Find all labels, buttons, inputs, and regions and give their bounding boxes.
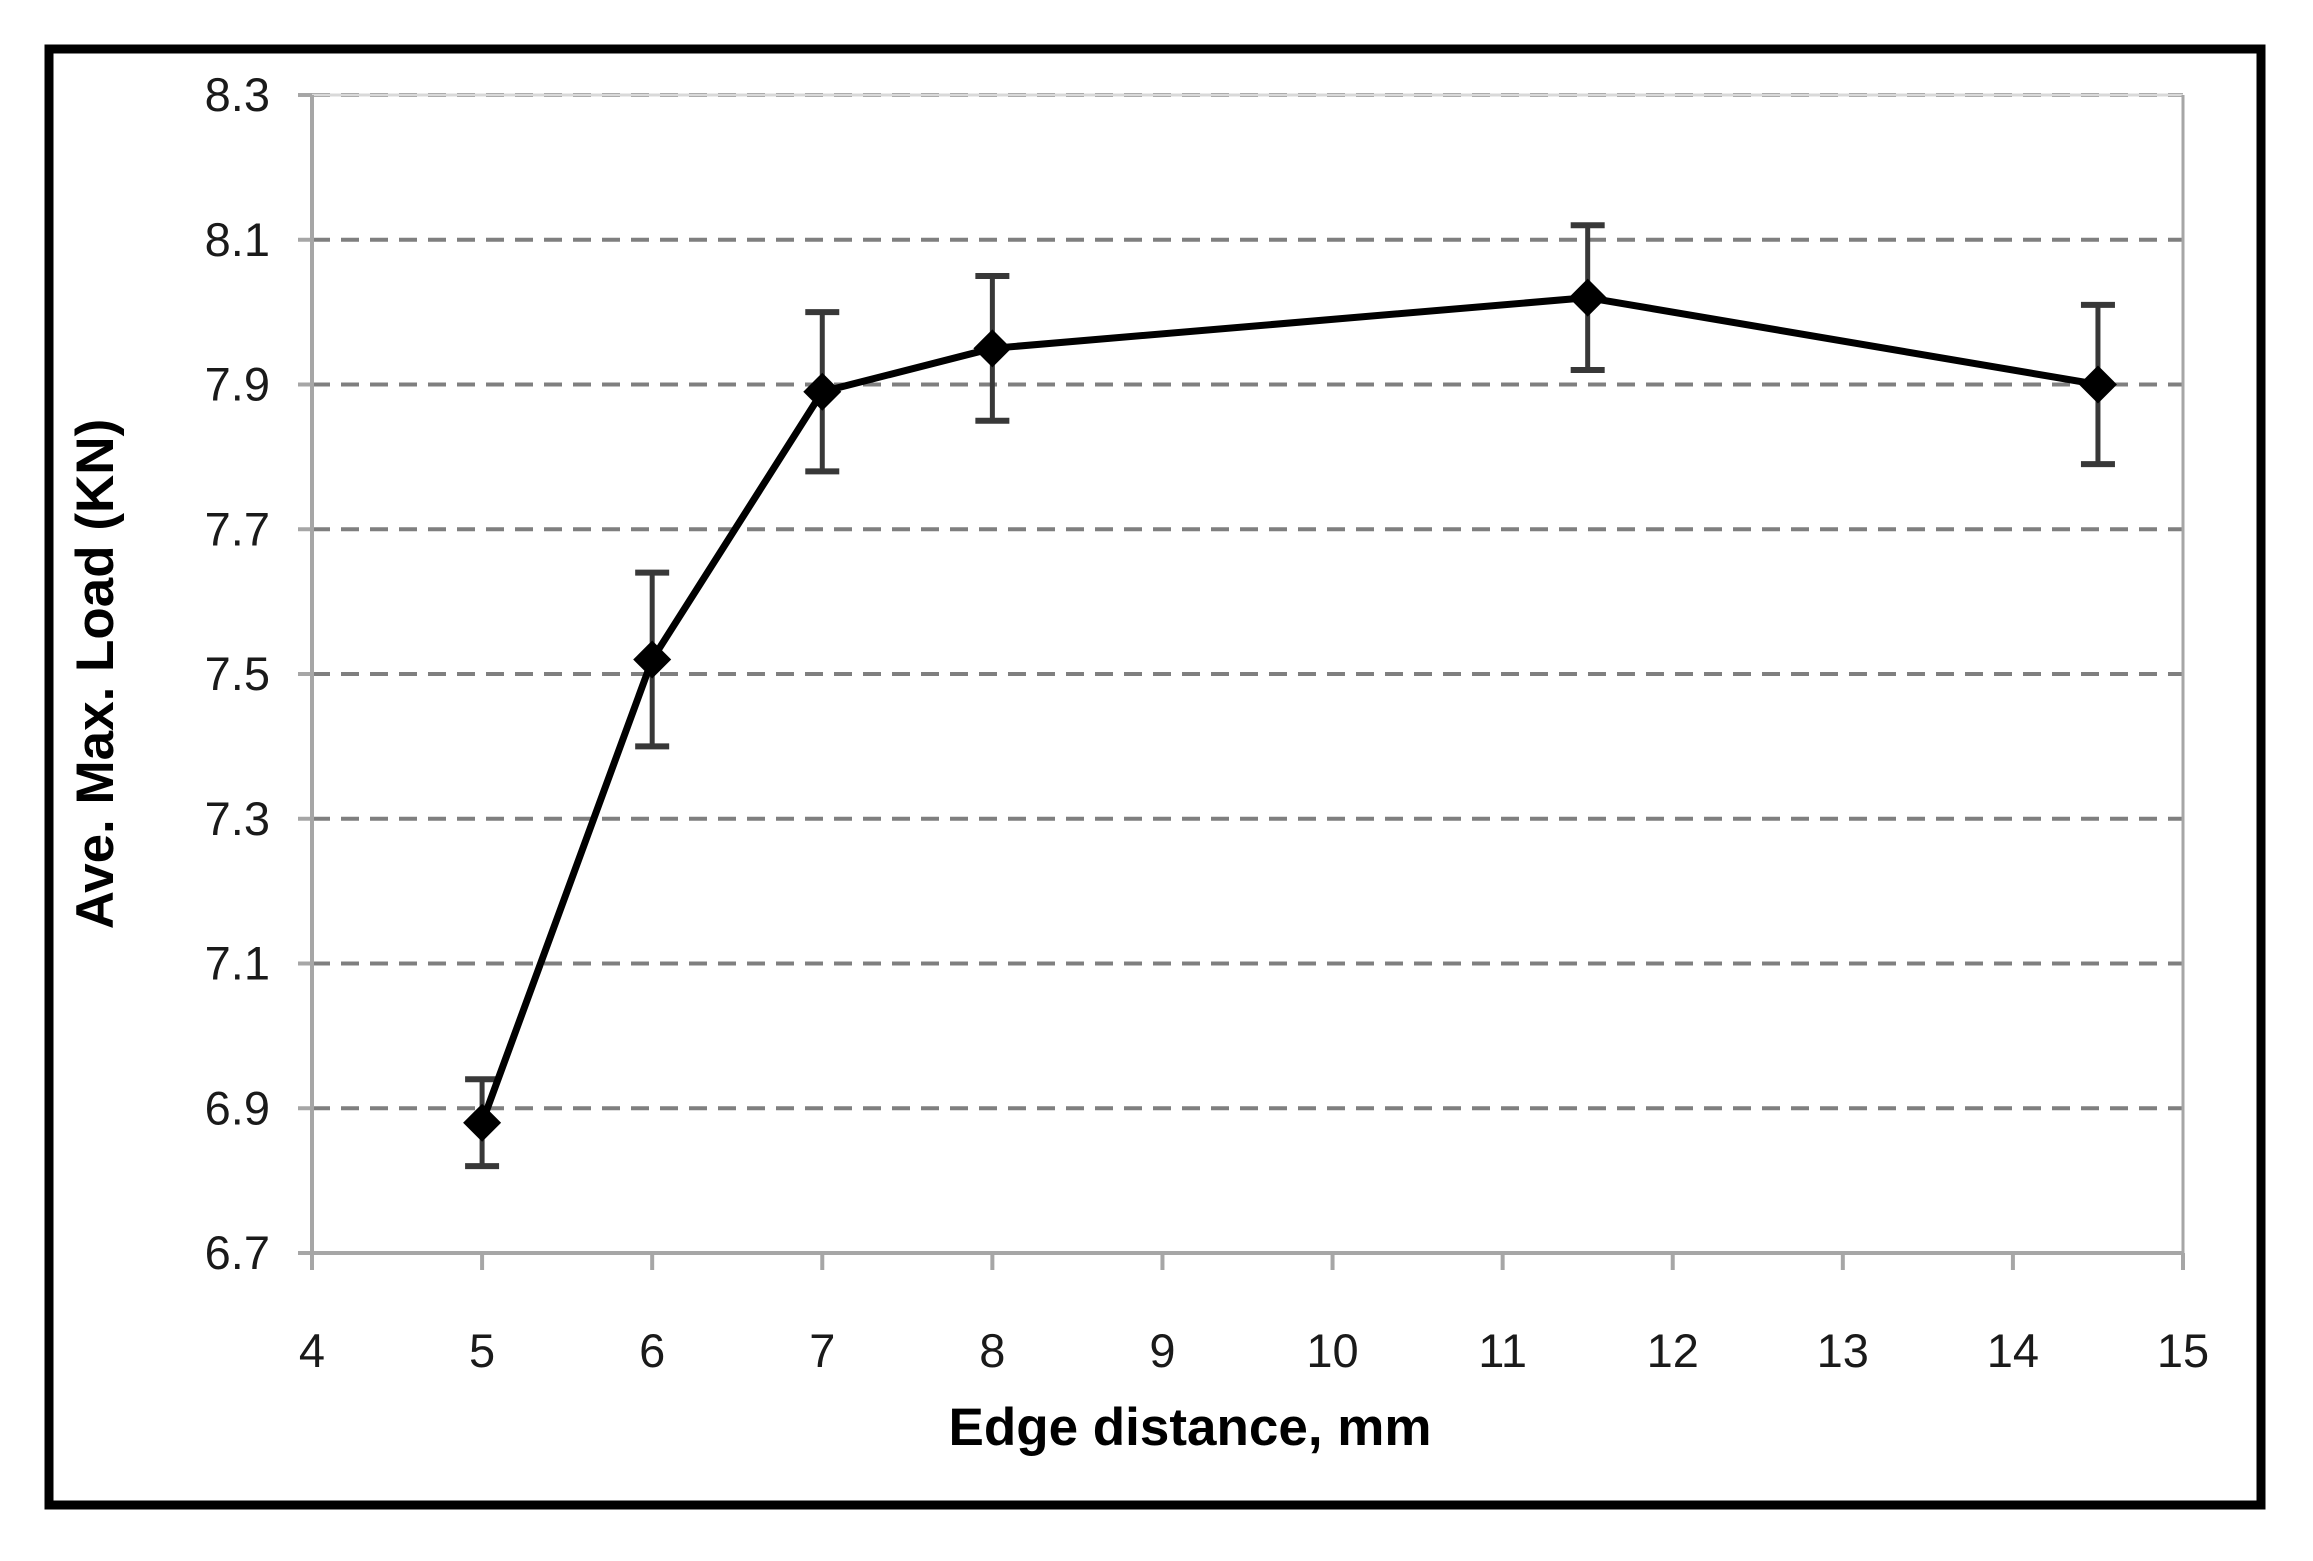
x-tick-label: 6 xyxy=(639,1324,665,1377)
y-axis-title: Ave. Max. Load (KN) xyxy=(66,419,125,929)
x-tick-label: 8 xyxy=(979,1324,1005,1377)
y-tick-label: 7.5 xyxy=(205,647,270,700)
x-tick-label: 7 xyxy=(809,1324,835,1377)
series-line xyxy=(478,294,2102,1127)
y-tick-label: 7.1 xyxy=(205,937,270,990)
x-tick-label: 5 xyxy=(469,1324,495,1377)
y-tick-label: 7.3 xyxy=(205,792,270,845)
x-tick-label: 4 xyxy=(299,1324,325,1377)
figure-border xyxy=(44,44,2266,1510)
data-point-marker xyxy=(1568,278,1607,317)
data-point-marker xyxy=(633,640,672,679)
y-tick-label: 7.7 xyxy=(205,502,270,555)
x-tick-label: 15 xyxy=(2157,1324,2209,1377)
data-point-marker xyxy=(973,329,1012,368)
x-tick-label: 11 xyxy=(1478,1324,1527,1377)
y-tick-label: 8.1 xyxy=(205,213,270,266)
tick-marks xyxy=(298,93,2185,1270)
x-axis-title: Edge distance, mm xyxy=(948,1398,1431,1457)
y-tick-label: 6.7 xyxy=(205,1226,270,1279)
x-tick-label: 14 xyxy=(1987,1324,2039,1377)
x-tick-label: 12 xyxy=(1647,1324,1699,1377)
y-tick-label: 7.9 xyxy=(205,358,270,411)
x-tick-label: 9 xyxy=(1149,1324,1175,1377)
x-tick-label: 13 xyxy=(1817,1324,1869,1377)
tick-labels: 6.7 6.9 7.1 7.3 7.5 7.7 7.9 8.1 8.3 4 5 6 7 8 9 10 11 12 1… xyxy=(205,68,2209,1377)
data-point-marker xyxy=(2078,365,2117,404)
data-point-marker xyxy=(803,372,842,411)
series-polyline xyxy=(478,294,2102,1127)
y-tick-label: 8.3 xyxy=(205,68,270,121)
data-point-marker xyxy=(463,1103,502,1142)
data-point-markers xyxy=(463,278,2117,1142)
y-tick-label: 6.9 xyxy=(205,1081,270,1134)
x-tick-label: 10 xyxy=(1306,1324,1358,1377)
